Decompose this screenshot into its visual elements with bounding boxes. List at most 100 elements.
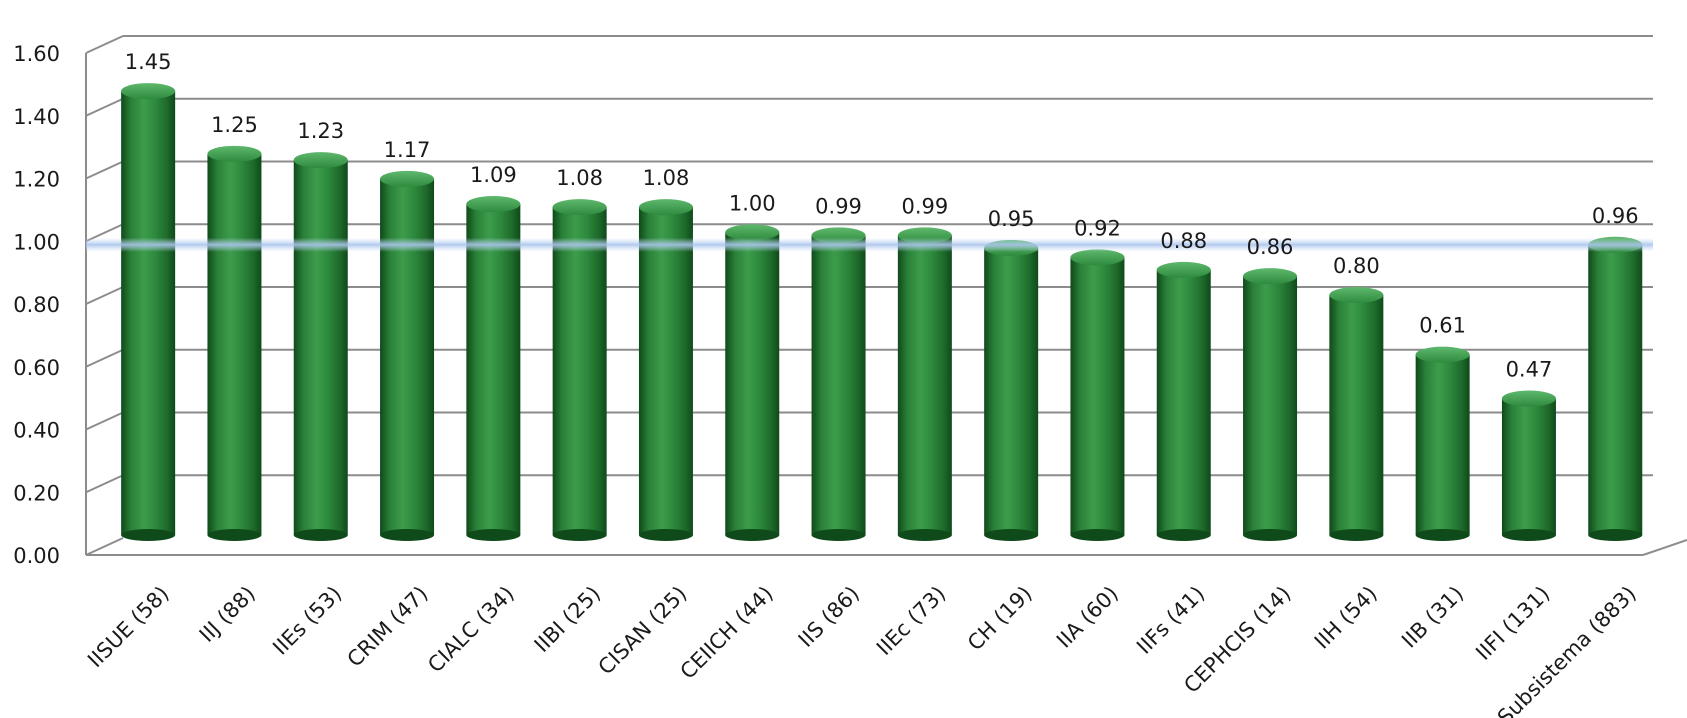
bar-base [552,529,607,541]
bar-base [380,529,435,541]
bar-body [1070,257,1125,535]
bar-base [1501,529,1556,541]
bar-cap [1243,268,1298,285]
bar-cap [293,152,348,169]
bar-base [1588,529,1643,541]
x-tick-label: IIJ (88) [195,582,260,647]
y-tick-label: 0.80 [13,293,60,317]
bar-base [1329,529,1384,541]
y-axis: 0.00 0.20 0.40 0.60 0.80 1.00 1.20 1.40 1.60 [13,42,87,568]
x-tick-label: CRIM (47) [343,582,433,672]
bar-body [121,91,176,535]
y-tick-label: 1.60 [13,42,60,66]
bar [1415,346,1470,541]
bar-cap [1415,346,1470,363]
bar-body [552,207,607,535]
y-tick-label: 0.40 [13,419,60,443]
bar [638,199,693,541]
data-label: 0.86 [1247,235,1294,259]
y-tick-label: 0.60 [13,356,60,380]
y-tick-label: 0.20 [13,481,60,505]
gridline-diagonal [85,35,124,54]
data-label: 0.88 [1160,229,1207,253]
data-label: 0.47 [1506,358,1553,382]
bar-cap [207,145,262,162]
bar-base [1156,529,1211,541]
y-tick-label: 0.00 [13,544,60,568]
data-label: 1.45 [125,50,172,74]
bar-cap [121,83,176,100]
bar-base [725,529,780,541]
y-tick-label: 1.20 [13,168,60,192]
bar-body [1415,354,1470,535]
bar-base [121,529,176,541]
bar-cap [1501,390,1556,407]
bar [1501,390,1556,541]
bar-base [1070,529,1125,541]
data-label: 1.08 [643,166,690,190]
bar [897,227,952,541]
data-label: 0.99 [901,194,948,218]
bar [380,170,435,541]
bar-cap [552,199,607,216]
data-label: 0.80 [1333,254,1380,278]
x-tick-label: IIB (31) [1397,582,1468,653]
x-tick-label: IIEs (53) [268,582,346,660]
x-tick-label: IIFI (131) [1471,582,1554,665]
bar-body [811,235,866,535]
bar-body [466,204,521,535]
bar-cap [1329,287,1384,303]
data-label: 1.25 [211,113,258,137]
data-label: 1.17 [384,138,431,162]
x-tick-label: CEIICH (44) [676,582,778,684]
data-label: 0.96 [1592,204,1639,228]
bar-base [638,529,693,541]
bar [811,227,866,541]
data-label: 1.23 [297,119,344,143]
gridlines [85,35,1653,556]
bar [1070,249,1125,541]
bar-cap [638,199,693,216]
x-tick-label: IIEc (73) [872,582,950,660]
data-label: 0.61 [1419,314,1466,338]
data-label: 1.08 [556,166,603,190]
bar-cap [380,170,435,187]
bar-body [1501,398,1556,535]
data-label: 0.92 [1074,216,1121,240]
reference-band [86,237,1653,252]
bar [121,83,176,541]
bar [1243,268,1298,541]
bar-body [984,247,1039,535]
bar-base [1415,529,1470,541]
x-tick-label: Subsistema (883) [1493,582,1641,718]
bar-base [811,529,866,541]
bar-base [466,529,521,541]
bar-base [207,529,262,541]
gridline-diagonal [85,474,124,494]
bar-body [207,153,262,535]
bar [984,239,1039,541]
gridline-diagonal [85,411,124,431]
x-tick-label: IIA (60) [1052,582,1123,653]
bars [121,83,1643,541]
bar [1329,287,1384,541]
bar-base [897,529,952,541]
bar-base [984,529,1039,541]
y-tick-label: 1.00 [13,230,60,254]
bar-body [380,178,435,535]
bar-body [1243,276,1298,535]
bar [466,196,521,541]
gridline-diagonal [85,537,124,556]
reference-band [86,237,1653,252]
bar-cap [466,196,521,213]
bar [1588,236,1643,541]
data-label: 0.99 [815,194,862,218]
x-tick-label: IIH (54) [1310,582,1382,654]
gridline-diagonal [85,286,124,305]
bar-cap [1070,249,1125,266]
gridline-diagonal [85,160,124,180]
bar [552,199,607,541]
bar-body [897,235,952,535]
bar-body [725,232,780,535]
